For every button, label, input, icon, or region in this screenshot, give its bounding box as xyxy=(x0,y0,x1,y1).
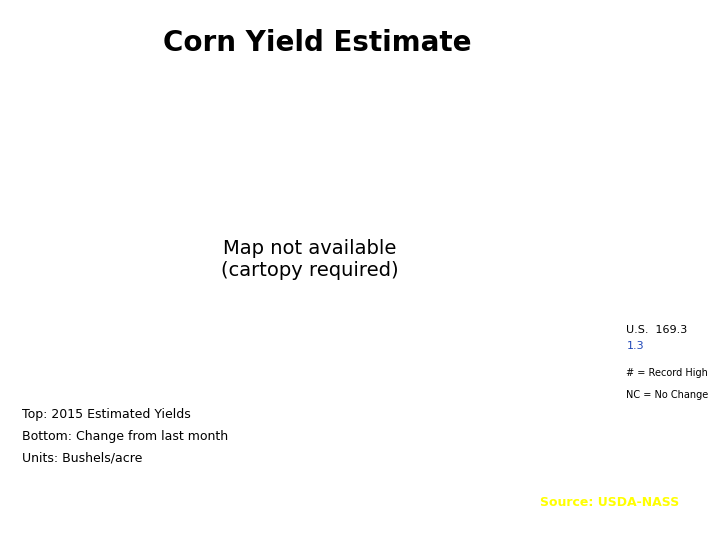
Text: Corn Yield Estimate: Corn Yield Estimate xyxy=(163,29,471,57)
Text: Extension and Outreach/Department of Economics: Extension and Outreach/Department of Eco… xyxy=(14,522,297,532)
Text: Source: USDA-NASS: Source: USDA-NASS xyxy=(540,496,679,509)
Text: Iowa State University: Iowa State University xyxy=(14,493,213,510)
Text: 1.3: 1.3 xyxy=(626,341,644,351)
Text: # = Record High: # = Record High xyxy=(626,368,708,378)
Text: U.S.  169.3: U.S. 169.3 xyxy=(626,325,688,335)
Text: Map not available
(cartopy required): Map not available (cartopy required) xyxy=(221,239,398,280)
Text: Units: Bushels/acre: Units: Bushels/acre xyxy=(22,451,142,464)
Text: Ag Decision Maker: Ag Decision Maker xyxy=(540,521,682,536)
Text: Bottom: Change from last month: Bottom: Change from last month xyxy=(22,430,228,443)
Text: NC = No Change: NC = No Change xyxy=(626,389,708,400)
Text: Top: 2015 Estimated Yields: Top: 2015 Estimated Yields xyxy=(22,408,190,421)
